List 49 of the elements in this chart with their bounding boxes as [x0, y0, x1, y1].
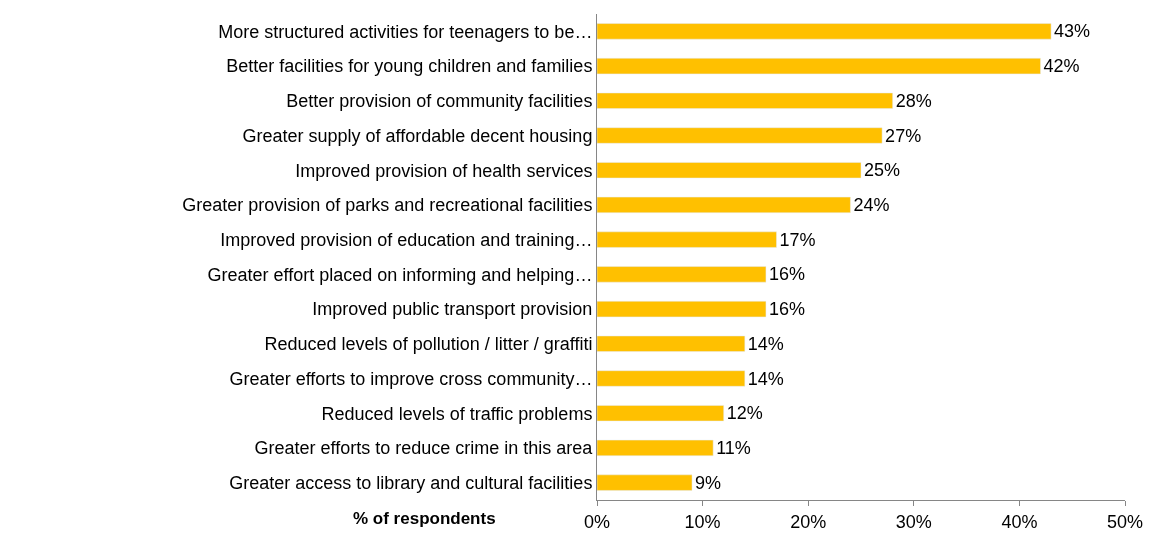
data-label: 25%: [864, 160, 901, 181]
x-axis-title: % of respondents: [353, 509, 496, 528]
bar: [597, 370, 746, 387]
bar: [597, 301, 767, 318]
data-label: 17%: [779, 229, 816, 250]
y-tick-label: Greater effort placed on informing and helping…: [207, 264, 593, 285]
data-label: 16%: [768, 299, 805, 320]
x-tick-label: 30%: [895, 511, 932, 532]
bar: [597, 58, 1041, 75]
bar: [597, 92, 893, 109]
data-label: 27%: [885, 125, 922, 146]
data-label: 9%: [695, 472, 722, 493]
data-label: 16%: [768, 264, 805, 285]
y-tick-label: Better facilities for young children and families: [226, 56, 593, 77]
data-label: 12%: [726, 403, 763, 424]
y-tick-label: Improved public transport provision: [312, 299, 593, 320]
y-tick-label: Improved provision of health services: [295, 160, 593, 181]
y-tick-label: Greater access to library and cultural facilities: [229, 472, 593, 493]
data-label: 28%: [895, 90, 932, 111]
y-tick-label: Greater efforts to improve cross community…: [229, 368, 593, 389]
bar: [597, 23, 1052, 40]
bar: [597, 231, 777, 248]
y-tick-label: Greater supply of affordable decent housing: [242, 125, 593, 146]
data-label: 42%: [1043, 56, 1080, 77]
y-tick-label: Reduced levels of traffic problems: [321, 403, 593, 424]
y-tick-label: More structured activities for teenagers to be…: [218, 21, 593, 42]
y-tick-label: Reduced levels of pollution / litter / graffiti: [264, 334, 593, 355]
bar: [597, 335, 746, 352]
bar: [597, 474, 693, 491]
y-tick-label: Better provision of community facilities: [286, 91, 593, 112]
data-label: 24%: [853, 194, 890, 215]
bar: [597, 162, 862, 179]
bar: [597, 127, 883, 144]
y-tick-label: Greater provision of parks and recreational facilities: [182, 195, 593, 216]
data-label: 43%: [1054, 21, 1091, 42]
x-tick-label: 20%: [790, 511, 827, 532]
data-label: 14%: [747, 368, 784, 389]
y-tick-label: Improved provision of education and training…: [220, 229, 593, 250]
bar: [597, 405, 724, 422]
x-tick-label: 0%: [583, 511, 611, 532]
bar: [597, 439, 714, 456]
x-tick-label: 40%: [1001, 511, 1038, 532]
y-tick-label: Greater efforts to reduce crime in this area: [254, 438, 594, 459]
data-label: 14%: [747, 333, 784, 354]
data-label: 11%: [716, 437, 751, 458]
x-tick-label: 50%: [1106, 511, 1144, 532]
x-tick-label: 10%: [684, 511, 721, 532]
bar: [597, 196, 851, 213]
bar: [597, 266, 767, 283]
